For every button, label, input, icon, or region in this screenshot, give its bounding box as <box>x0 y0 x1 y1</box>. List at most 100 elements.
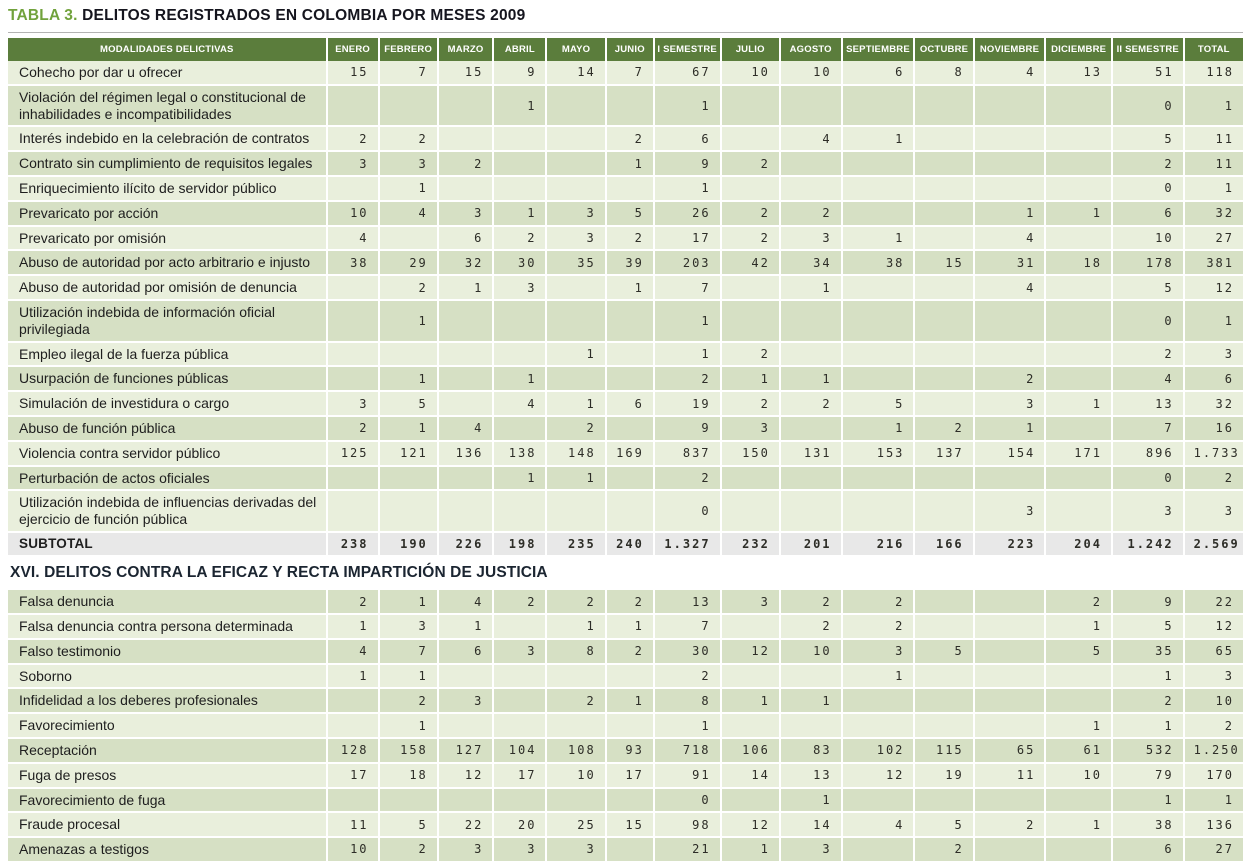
cell-value: 896 <box>1111 440 1185 467</box>
cell-value: 1 <box>326 663 380 690</box>
cell-value: 39 <box>605 250 655 277</box>
cell-value <box>605 787 655 814</box>
cell-value <box>841 713 916 739</box>
cell-value: 31 <box>973 250 1047 277</box>
cell-value: 13 <box>1111 391 1185 417</box>
cell-value: 2.569 <box>1183 531 1243 558</box>
cell-value: 42 <box>720 250 781 277</box>
cell-value: 12 <box>1183 613 1243 640</box>
cell-value: 171 <box>1045 440 1113 467</box>
cell-value: 1 <box>1111 713 1185 739</box>
cell-value: 35 <box>546 250 607 277</box>
cell-value <box>546 275 607 301</box>
cell-value: 169 <box>605 440 655 467</box>
table-row: Utilización indebida de información ofic… <box>8 299 1243 343</box>
table-row: Falso testimonio 4 7 6 3 8 2 30 12 10 3 5 5 35 65 <box>8 638 1243 665</box>
cell-value: 2 <box>779 613 843 640</box>
cell-value: 38 <box>326 250 380 277</box>
cell-value <box>437 366 495 393</box>
cell-value <box>914 663 975 690</box>
cell-value <box>493 299 548 343</box>
cell-value: 3 <box>973 391 1047 417</box>
cell-value: 5 <box>378 812 439 839</box>
cell-value: 1 <box>720 688 781 715</box>
cell-value: 98 <box>653 812 722 839</box>
cell-value: 19 <box>914 762 975 789</box>
cell-value: 12 <box>720 812 781 839</box>
cell-value <box>973 341 1047 368</box>
row-label: Enriquecimiento ilícito de servidor públ… <box>8 175 328 202</box>
cell-value <box>1045 837 1113 863</box>
column-header: MARZO <box>437 38 495 61</box>
cell-value <box>546 713 607 739</box>
cell-value <box>605 175 655 202</box>
cell-value: 5 <box>605 200 655 227</box>
cell-value: 1 <box>720 837 781 863</box>
cell-value <box>914 490 975 533</box>
cell-value: 1 <box>378 713 439 739</box>
cell-value: 190 <box>378 531 439 558</box>
cell-value: 2 <box>1045 589 1113 615</box>
table-row: Favorecimiento de fuga 0 1 1 1 <box>8 787 1243 814</box>
cell-value: 2 <box>653 465 722 492</box>
cell-value: 10 <box>779 61 843 86</box>
cell-value: 136 <box>437 440 495 467</box>
column-header: AGOSTO <box>779 38 843 61</box>
cell-value <box>914 589 975 615</box>
cell-value <box>720 490 781 533</box>
cell-value <box>605 837 655 863</box>
cell-value <box>914 299 975 343</box>
cell-value: 3 <box>1183 341 1243 368</box>
cell-value: 25 <box>546 812 607 839</box>
cell-value <box>326 713 380 739</box>
column-header: ABRIL <box>493 38 548 61</box>
row-label: Prevaricato por omisión <box>8 225 328 252</box>
row-label: Infidelidad a los deberes profesionales <box>8 688 328 715</box>
cell-value: 9 <box>493 61 548 86</box>
cell-value: 1 <box>720 366 781 393</box>
cell-value <box>326 299 380 343</box>
cell-value: 4 <box>378 200 439 227</box>
cell-value: 0 <box>1111 465 1185 492</box>
cell-value: 2 <box>841 589 916 615</box>
cell-value: 1 <box>973 200 1047 227</box>
cell-value: 3 <box>437 837 495 863</box>
cell-value: 0 <box>653 490 722 533</box>
cell-value <box>720 613 781 640</box>
table-row: Falsa denuncia contra persona determinad… <box>8 613 1243 640</box>
cell-value: 12 <box>1183 275 1243 301</box>
cell-value: 137 <box>914 440 975 467</box>
cell-value <box>973 663 1047 690</box>
cell-value <box>437 787 495 814</box>
cell-value: 4 <box>437 415 495 442</box>
cell-value: 0 <box>1111 299 1185 343</box>
cell-value: 34 <box>779 250 843 277</box>
cell-value <box>1045 465 1113 492</box>
cell-value: 1 <box>653 713 722 739</box>
cell-value <box>914 84 975 128</box>
cell-value <box>841 175 916 202</box>
cell-value: 238 <box>326 531 380 558</box>
cell-value <box>1045 84 1113 128</box>
cell-value: 1 <box>1183 175 1243 202</box>
cell-value: 125 <box>326 440 380 467</box>
table-row: Amenazas a testigos 10 2 3 3 3 21 1 3 2 6 27 <box>8 837 1243 863</box>
table-row: Falsa denuncia 2 1 4 2 2 2 13 3 2 2 2 9 22 <box>8 589 1243 615</box>
cell-value <box>378 225 439 252</box>
cell-value: 2 <box>914 837 975 863</box>
section-header-row: XVI. DELITOS CONTRA LA EFICAZ Y RECTA IM… <box>8 556 1243 591</box>
cell-value: 22 <box>1183 589 1243 615</box>
table-row: Favorecimiento 1 1 1 1 2 <box>8 713 1243 739</box>
cell-value <box>437 490 495 533</box>
cell-value: 1 <box>493 465 548 492</box>
cell-value: 1 <box>1045 812 1113 839</box>
cell-value: 2 <box>841 613 916 640</box>
cell-value: 1 <box>1183 787 1243 814</box>
row-label: Favorecimiento de fuga <box>8 787 328 814</box>
cell-value: 8 <box>546 638 607 665</box>
table-row: Violencia contra servidor público 125 121 1… <box>8 440 1243 467</box>
cell-value <box>493 151 548 177</box>
cell-value: 2 <box>1111 341 1185 368</box>
cell-value: 2 <box>605 589 655 615</box>
cell-value <box>493 663 548 690</box>
